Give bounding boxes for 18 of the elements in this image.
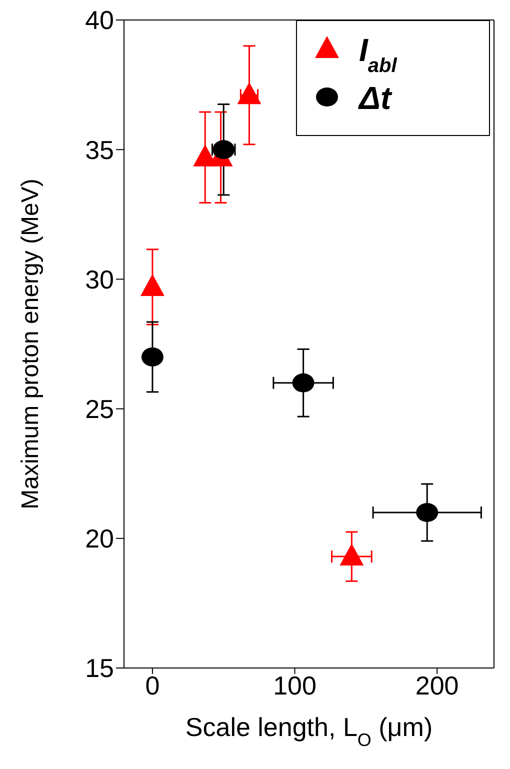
y-tick-label: 15: [85, 653, 114, 684]
y-tick-label: 25: [85, 394, 114, 424]
y-tick-label: 35: [85, 134, 114, 165]
legend-label: I$_{abl}$: [359, 32, 398, 77]
y-axis-title: Maximum proton energy (MeV): [17, 178, 44, 510]
y-tick-label: 20: [85, 524, 114, 554]
x-axis-title: Scale length, L$_{O}$ (μm): [185, 712, 433, 750]
x-tick-label: 0: [145, 670, 160, 700]
point: [140, 274, 164, 296]
x-tick-label: 200: [415, 670, 459, 700]
point: [416, 502, 438, 522]
point: [141, 347, 164, 366]
y-tick-label: 40: [85, 5, 114, 36]
legend-label: Δt: [358, 80, 392, 116]
y-tick-label: 30: [85, 264, 114, 294]
point: [237, 82, 262, 104]
point: [292, 373, 314, 392]
x-tick-label: 100: [273, 670, 316, 700]
